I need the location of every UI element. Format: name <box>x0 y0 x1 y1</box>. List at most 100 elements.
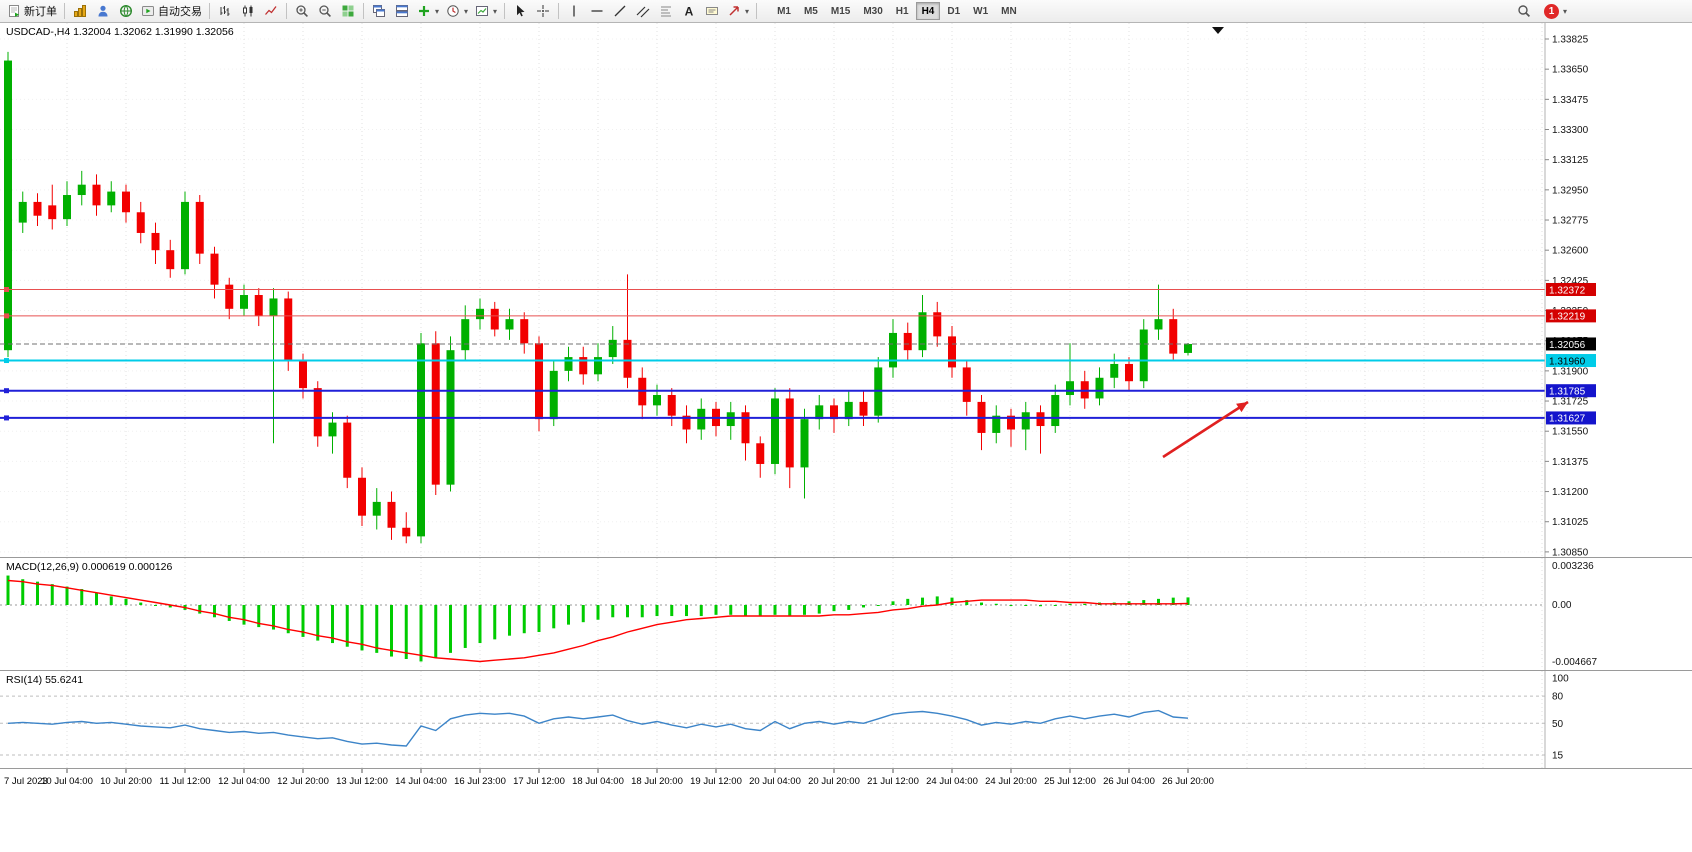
cascade-windows-button[interactable] <box>368 1 390 21</box>
bottom-filler <box>0 791 1692 852</box>
candles-series <box>4 51 1192 544</box>
vertical-line-tool-button[interactable] <box>563 1 585 21</box>
new-order-button[interactable]: 新订单 <box>4 1 60 21</box>
zoom-out-button[interactable] <box>314 1 336 21</box>
navigator-button[interactable] <box>92 1 114 21</box>
periods-button[interactable]: ▾ <box>443 1 471 21</box>
indicators-button[interactable]: ▾ <box>414 1 442 21</box>
candle <box>313 381 322 447</box>
candle <box>254 288 263 327</box>
candle <box>549 360 558 427</box>
candle <box>1110 353 1119 389</box>
horizontal-line-icon <box>591 10 603 12</box>
timeframe-button-H4[interactable]: H4 <box>915 2 941 20</box>
label-tool-button[interactable] <box>701 1 723 21</box>
candle <box>490 301 499 337</box>
arrows-tool-button[interactable]: ▾ <box>724 1 752 21</box>
time-axis-label: 21 Jul 12:00 <box>867 776 919 787</box>
chevron-down-icon: ▾ <box>1562 6 1567 16</box>
notification-badge: 1 <box>1543 3 1559 19</box>
toolbar-separator <box>756 3 758 19</box>
new-order-icon <box>9 5 20 17</box>
candle <box>638 367 647 420</box>
candle <box>741 405 750 461</box>
price-tick-label: 1.31900 <box>1552 366 1589 377</box>
chart-shift-marker[interactable] <box>1212 27 1224 34</box>
indicators-plus-icon <box>419 6 429 16</box>
fibonacci-tool-button[interactable] <box>655 1 677 21</box>
timeframe-group: M1 M5 M15 M30 H1 H4 D1 W1 MN <box>771 2 1023 20</box>
candle <box>1036 405 1045 454</box>
price-tag-1.31627: 1.31627 <box>1549 414 1586 425</box>
hline-handle[interactable] <box>4 388 9 394</box>
price-tag-1.31960: 1.31960 <box>1549 356 1586 367</box>
candle <box>564 346 573 382</box>
time-axis-label: 12 Jul 04:00 <box>218 776 270 787</box>
macd-axis-label: 0.003236 <box>1552 561 1594 572</box>
timeframe-button-MN[interactable]: MN <box>995 2 1023 20</box>
auto-trading-button[interactable]: 自动交易 <box>138 1 205 21</box>
price-tick-label: 1.33300 <box>1552 125 1589 136</box>
timeframe-button-H1[interactable]: H1 <box>890 2 915 20</box>
template-icon <box>476 6 489 16</box>
timeframe-button-M5[interactable]: M5 <box>798 2 824 20</box>
panel-separator[interactable] <box>0 670 1692 671</box>
hline-handle[interactable] <box>4 313 9 319</box>
horizontal-line-tool-button[interactable] <box>586 1 608 21</box>
time-axis-label: 26 Jul 20:00 <box>1162 776 1214 787</box>
price-tick-label: 1.33125 <box>1552 155 1589 166</box>
market-watch-button[interactable] <box>69 1 91 21</box>
hline-handle[interactable] <box>4 286 9 292</box>
trendline-tool-button[interactable] <box>609 1 631 21</box>
timeframe-button-M30[interactable]: M30 <box>857 2 888 20</box>
time-axis-label: 14 Jul 04:00 <box>395 776 447 787</box>
timeframe-button-M15[interactable]: M15 <box>825 2 856 20</box>
hline-handle[interactable] <box>4 358 9 364</box>
candle <box>151 222 160 264</box>
toolbar-separator <box>558 3 560 19</box>
price-tick-label: 1.32425 <box>1552 276 1589 287</box>
time-axis-label: 10 Jul 04:00 <box>41 776 93 787</box>
cursor-button[interactable] <box>509 1 531 21</box>
price-tick-label: 1.31550 <box>1552 427 1589 438</box>
trend-arrow-annotation[interactable] <box>1162 400 1249 459</box>
crosshair-button[interactable] <box>532 1 554 21</box>
candle <box>903 322 912 361</box>
macd-title: MACD(12,26,9) 0.000619 0.000126 <box>6 561 173 573</box>
horizontal-line-objects[interactable] <box>0 286 1545 421</box>
channel-tool-button[interactable] <box>632 1 654 21</box>
line-chart-button[interactable] <box>260 1 282 21</box>
search-button[interactable] <box>1513 1 1535 21</box>
timeframe-button-W1[interactable]: W1 <box>967 2 994 20</box>
terminal-button[interactable] <box>115 1 137 21</box>
tile-horizontal-button[interactable] <box>391 1 413 21</box>
zoom-in-button[interactable] <box>291 1 313 21</box>
bar-chart-button[interactable] <box>214 1 236 21</box>
trendline-icon <box>614 5 626 17</box>
macd-panel[interactable]: 0.003236 0.00 -0.004667 MACD(12,26,9) 0.000… <box>0 558 1692 670</box>
notifications-button[interactable]: 1 ▾ <box>1541 1 1570 21</box>
main-price-chart[interactable]: 1.33825 1.33650 1.33475 1.33300 1.33125 1.329… <box>0 23 1692 557</box>
tile-windows-button[interactable] <box>337 1 359 21</box>
templates-button[interactable]: ▾ <box>472 1 500 21</box>
timeframe-button-M1[interactable]: M1 <box>771 2 797 20</box>
candle <box>712 401 720 437</box>
candle <box>372 488 381 530</box>
candle <box>1021 401 1030 451</box>
candle <box>623 274 632 389</box>
panel-separator[interactable] <box>0 557 1692 558</box>
price-tick-label: 1.33825 <box>1552 35 1589 46</box>
gold-bars-icon <box>74 5 86 17</box>
text-tool-button[interactable]: A <box>678 1 700 21</box>
candle <box>92 174 101 216</box>
timeframe-button-D1[interactable]: D1 <box>941 2 966 20</box>
price-tick-label: 1.32950 <box>1552 185 1589 196</box>
candle <box>18 191 27 233</box>
candlestick-chart-button[interactable] <box>237 1 259 21</box>
search-icon <box>1518 5 1530 18</box>
hline-handle[interactable] <box>4 415 9 421</box>
candle <box>1007 408 1015 447</box>
rsi-panel[interactable]: 100 80 50 15 RSI(14) 55.6241 <box>0 671 1692 768</box>
candle <box>431 331 440 495</box>
